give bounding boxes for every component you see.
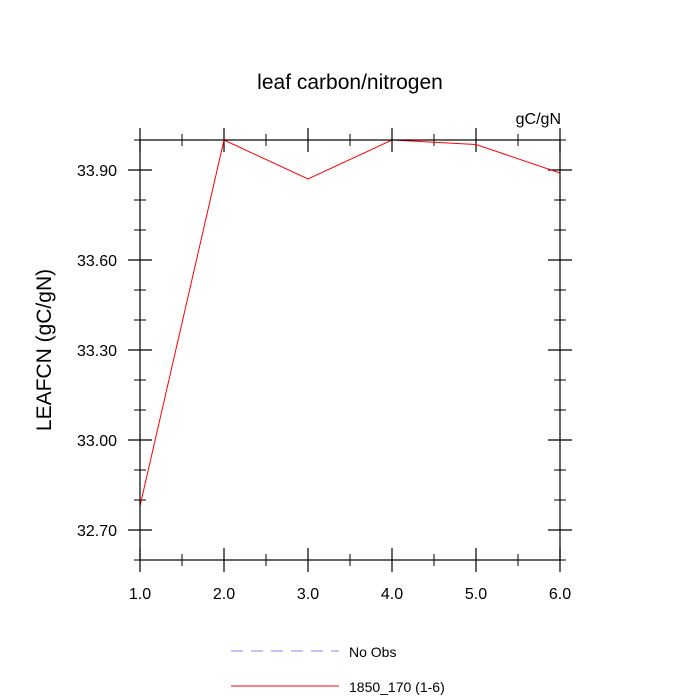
units-label: gC/gN (516, 111, 561, 128)
x-tick-label: 3.0 (297, 586, 319, 603)
x-tick-label: 6.0 (549, 586, 571, 603)
y-axis-label: LEAFCN (gC/gN) (33, 269, 56, 431)
tick-labels: 1.0 2.0 3.0 4.0 5.0 6.0 32.70 33.00 33.30 33.60 33… (77, 163, 571, 603)
y-tick-label: 33.90 (77, 163, 117, 180)
x-tick-label: 1.0 (129, 586, 151, 603)
y-tick-label: 33.60 (77, 253, 117, 270)
y-tick-label: 33.00 (77, 433, 117, 450)
plot-frame (139, 139, 561, 561)
x-tick-label: 4.0 (381, 586, 403, 603)
series-line (139, 139, 561, 507)
plot-series (139, 139, 561, 507)
legend-label: No Obs (349, 644, 396, 660)
chart-title: leaf carbon/nitrogen (257, 71, 443, 94)
axis-ticks (128, 128, 572, 572)
y-tick-label: 32.70 (77, 523, 117, 540)
x-tick-label: 2.0 (213, 586, 235, 603)
legend-label: 1850_170 (1-6) (349, 679, 445, 695)
y-tick-label: 33.30 (77, 343, 117, 360)
legend: No Obs 1850_170 (1-6) (231, 644, 445, 695)
x-tick-label: 5.0 (465, 586, 487, 603)
